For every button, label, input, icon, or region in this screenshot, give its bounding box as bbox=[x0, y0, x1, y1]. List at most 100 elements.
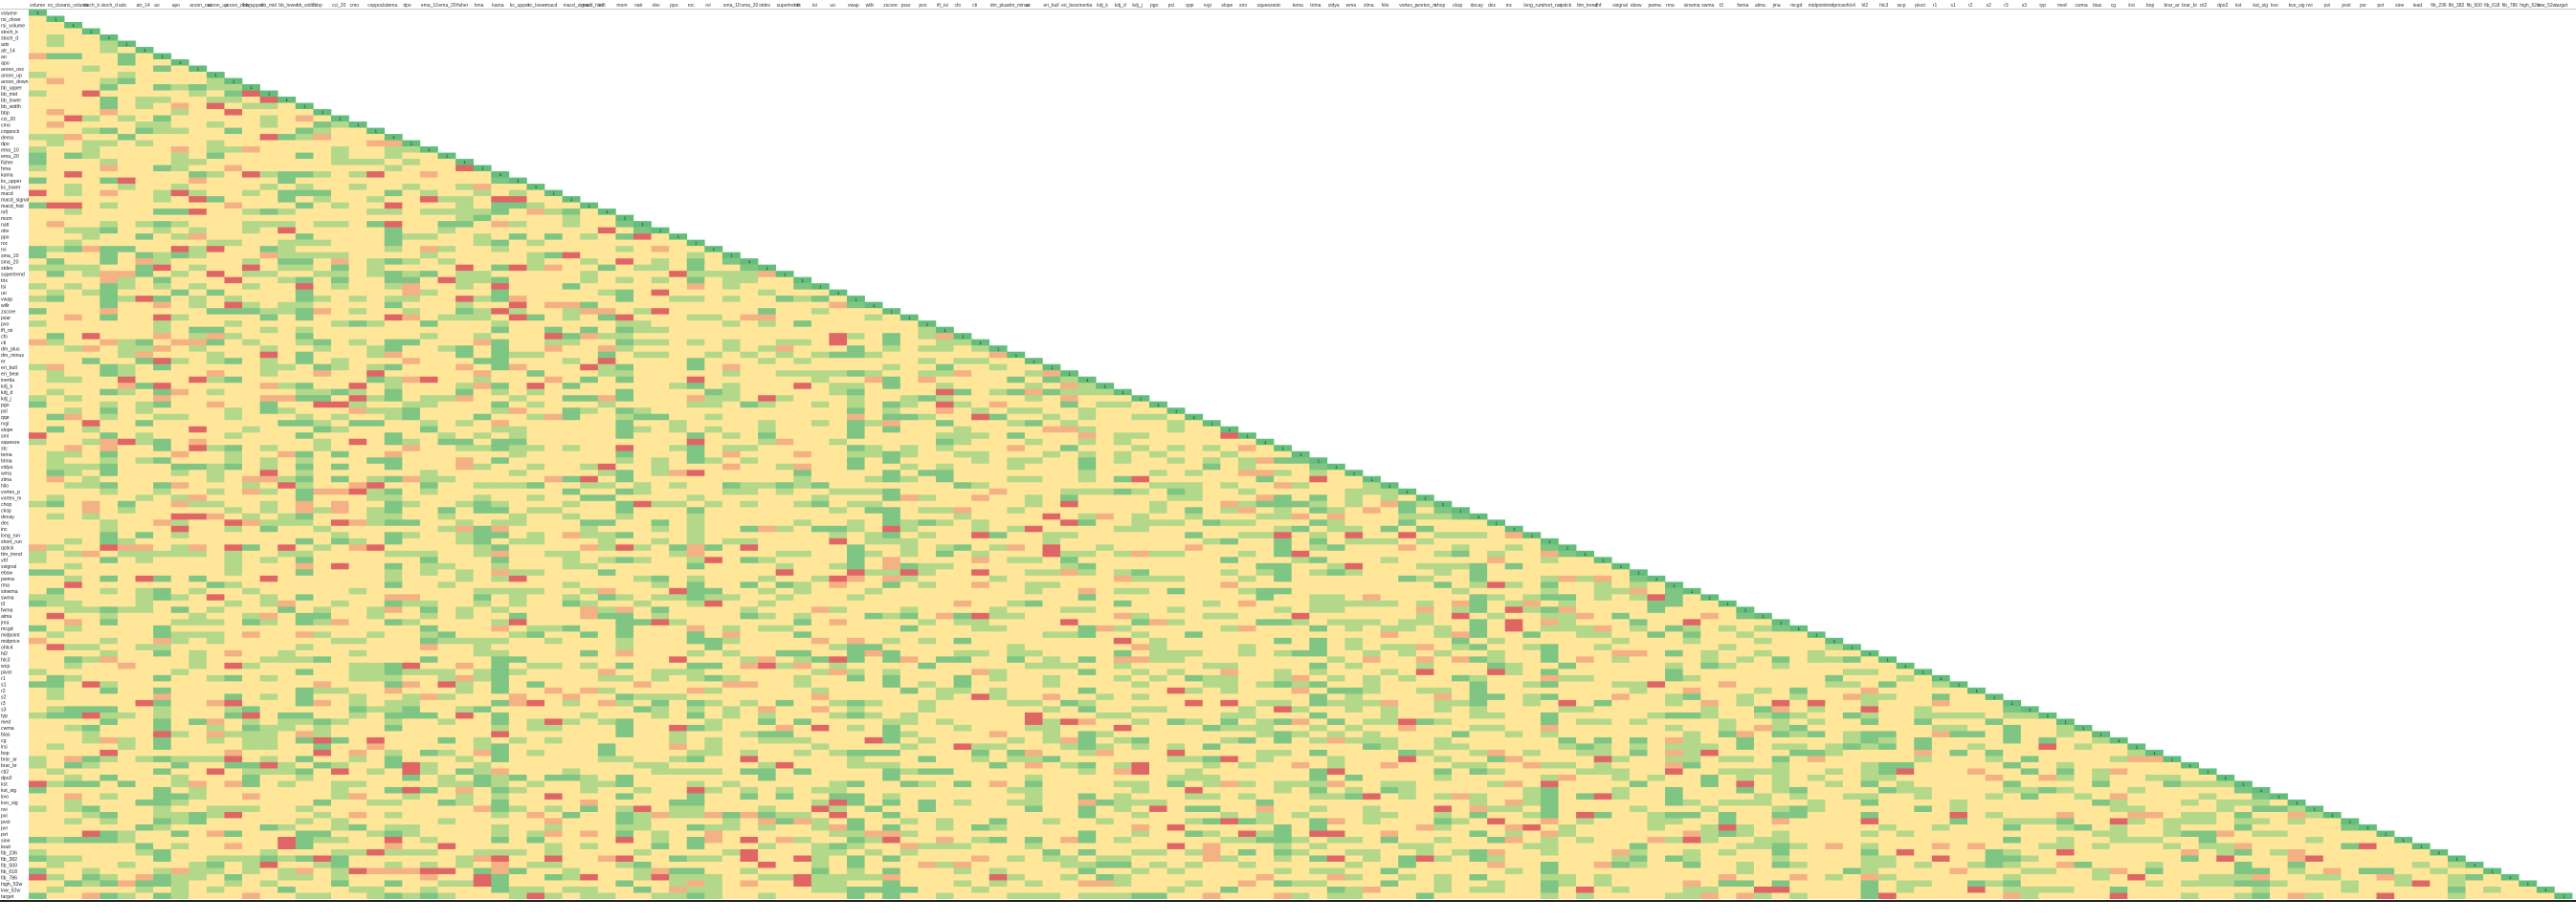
correlation-cell[interactable] bbox=[206, 289, 225, 296]
correlation-cell[interactable] bbox=[1274, 507, 1293, 515]
column-header-cell[interactable]: decay bbox=[1471, 3, 1484, 9]
correlation-cell[interactable] bbox=[758, 345, 776, 352]
correlation-cell[interactable] bbox=[153, 395, 171, 403]
correlation-cell[interactable] bbox=[918, 383, 937, 390]
correlation-cell[interactable] bbox=[544, 470, 563, 477]
correlation-cell[interactable] bbox=[100, 134, 119, 141]
column-header-cell[interactable]: chop bbox=[1434, 3, 1445, 9]
correlation-cell[interactable] bbox=[402, 258, 421, 265]
row-label-cell[interactable] bbox=[0, 184, 29, 190]
correlation-cell[interactable] bbox=[366, 159, 386, 165]
correlation-cell[interactable] bbox=[526, 507, 545, 515]
correlation-cell[interactable] bbox=[455, 246, 474, 252]
correlation-cell[interactable] bbox=[971, 358, 990, 364]
diagonal-cell[interactable] bbox=[811, 283, 830, 290]
correlation-cell[interactable] bbox=[189, 97, 208, 103]
correlation-cell[interactable] bbox=[473, 289, 492, 296]
correlation-cell[interactable] bbox=[597, 463, 616, 471]
column-header-cell[interactable]: long_run bbox=[1523, 3, 1543, 9]
column-header-cell[interactable]: pivot bbox=[1915, 3, 1925, 9]
correlation-cell[interactable] bbox=[81, 121, 100, 128]
correlation-cell[interactable] bbox=[100, 159, 119, 165]
correlation-cell[interactable] bbox=[242, 196, 260, 203]
correlation-cell[interactable] bbox=[669, 550, 688, 558]
correlation-cell[interactable] bbox=[1042, 482, 1061, 490]
correlation-cell[interactable] bbox=[170, 575, 189, 582]
correlation-cell[interactable] bbox=[366, 233, 386, 240]
correlation-cell[interactable] bbox=[508, 532, 527, 539]
correlation-cell[interactable] bbox=[1166, 457, 1186, 465]
correlation-cell[interactable] bbox=[740, 395, 759, 403]
correlation-cell[interactable] bbox=[473, 513, 492, 520]
diagonal-cell[interactable] bbox=[402, 140, 421, 147]
diagonal-cell[interactable] bbox=[1700, 594, 1720, 602]
correlation-cell[interactable] bbox=[206, 301, 225, 309]
correlation-cell[interactable] bbox=[313, 420, 332, 428]
correlation-cell[interactable] bbox=[669, 438, 688, 446]
correlation-cell[interactable] bbox=[829, 513, 848, 520]
correlation-cell[interactable] bbox=[544, 401, 563, 408]
correlation-cell[interactable] bbox=[81, 72, 100, 78]
correlation-cell[interactable] bbox=[1363, 587, 1381, 595]
correlation-cell[interactable] bbox=[544, 202, 563, 209]
correlation-cell[interactable] bbox=[758, 407, 776, 415]
row-label-cell[interactable] bbox=[0, 271, 29, 277]
correlation-cell[interactable] bbox=[1007, 475, 1026, 483]
correlation-cell[interactable] bbox=[704, 383, 723, 390]
correlation-cell[interactable] bbox=[1451, 538, 1470, 545]
correlation-cell[interactable] bbox=[224, 159, 243, 165]
correlation-cell[interactable] bbox=[295, 569, 314, 577]
correlation-cell[interactable] bbox=[1237, 575, 1256, 582]
correlation-cell[interactable] bbox=[1522, 587, 1542, 595]
correlation-cell[interactable] bbox=[918, 569, 937, 577]
correlation-cell[interactable] bbox=[597, 252, 616, 259]
correlation-cell[interactable] bbox=[295, 513, 314, 520]
correlation-cell[interactable] bbox=[1540, 544, 1559, 552]
correlation-cell[interactable] bbox=[455, 407, 474, 415]
correlation-cell[interactable] bbox=[633, 271, 652, 277]
correlation-cell[interactable] bbox=[829, 463, 848, 471]
diagonal-cell[interactable] bbox=[1185, 413, 1204, 421]
correlation-cell[interactable] bbox=[793, 363, 812, 371]
correlation-cell[interactable] bbox=[384, 358, 403, 364]
correlation-cell[interactable] bbox=[615, 314, 634, 321]
correlation-cell[interactable] bbox=[437, 326, 456, 334]
correlation-cell[interactable] bbox=[1255, 532, 1275, 539]
correlation-cell[interactable] bbox=[544, 196, 563, 203]
correlation-cell[interactable] bbox=[1326, 494, 1345, 502]
correlation-cell[interactable] bbox=[899, 420, 919, 428]
correlation-cell[interactable] bbox=[1274, 582, 1293, 589]
correlation-cell[interactable] bbox=[793, 488, 812, 495]
correlation-cell[interactable] bbox=[64, 134, 83, 141]
correlation-cell[interactable] bbox=[580, 214, 599, 222]
correlation-cell[interactable] bbox=[64, 239, 83, 247]
correlation-cell[interactable] bbox=[242, 227, 260, 234]
correlation-cell[interactable] bbox=[64, 326, 83, 334]
correlation-cell[interactable] bbox=[686, 370, 705, 377]
correlation-cell[interactable] bbox=[437, 420, 456, 428]
correlation-cell[interactable] bbox=[348, 569, 367, 577]
correlation-cell[interactable] bbox=[81, 115, 100, 122]
correlation-cell[interactable] bbox=[580, 296, 599, 302]
correlation-cell[interactable] bbox=[1113, 482, 1132, 490]
correlation-cell[interactable] bbox=[508, 184, 527, 190]
correlation-cell[interactable] bbox=[508, 264, 527, 272]
correlation-cell[interactable] bbox=[580, 532, 599, 539]
correlation-cell[interactable] bbox=[224, 413, 243, 421]
correlation-cell[interactable] bbox=[117, 283, 136, 290]
correlation-cell[interactable] bbox=[313, 569, 332, 577]
row-label-cell[interactable] bbox=[0, 47, 29, 54]
correlation-cell[interactable] bbox=[117, 519, 136, 527]
correlation-cell[interactable] bbox=[384, 569, 403, 577]
correlation-cell[interactable] bbox=[402, 339, 421, 346]
correlation-cell[interactable] bbox=[117, 53, 136, 60]
correlation-cell[interactable] bbox=[135, 127, 154, 135]
correlation-cell[interactable] bbox=[189, 233, 208, 240]
correlation-cell[interactable] bbox=[170, 339, 189, 346]
correlation-cell[interactable] bbox=[580, 401, 599, 408]
correlation-cell[interactable] bbox=[366, 401, 386, 408]
correlation-cell[interactable] bbox=[1007, 420, 1026, 428]
correlation-cell[interactable] bbox=[278, 525, 297, 533]
correlation-cell[interactable] bbox=[170, 271, 189, 277]
correlation-cell[interactable] bbox=[651, 413, 670, 421]
